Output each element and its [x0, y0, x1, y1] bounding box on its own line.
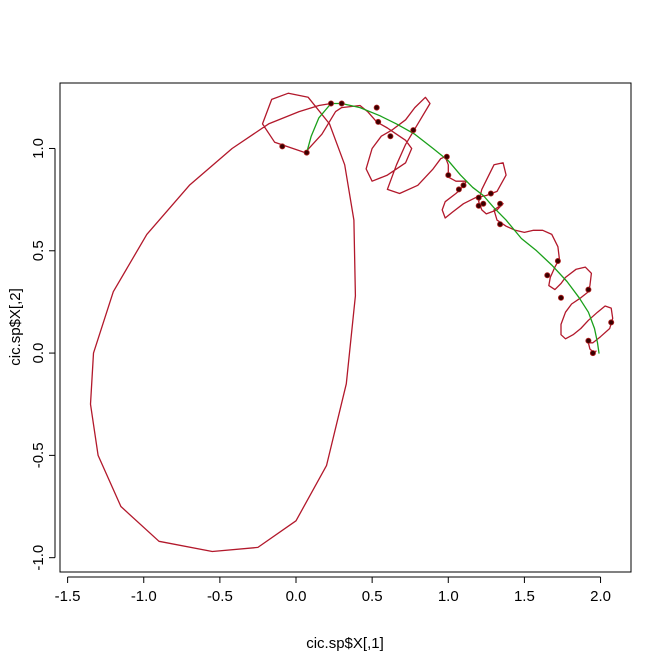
data-point-24	[589, 350, 596, 357]
data-point-2	[303, 149, 310, 156]
data-point-7	[387, 133, 394, 140]
data-point-11	[455, 186, 462, 193]
x-tick-label-7: 1.5	[514, 588, 535, 605]
data-point-18	[497, 221, 504, 228]
data-point-16	[487, 190, 494, 197]
data-point-21	[558, 294, 565, 301]
data-point-9	[443, 153, 450, 160]
series-line-2	[306, 102, 600, 354]
x-axis-title: cic.sp$X[,1]	[306, 635, 384, 652]
x-tick-label-3: -0.5	[207, 588, 233, 605]
data-point-10	[445, 172, 452, 179]
x-tick-label-6: 1.0	[438, 588, 459, 605]
y-tick-label-1: -1.0	[30, 545, 47, 571]
data-point-15	[480, 200, 487, 207]
data-point-25	[608, 319, 615, 326]
markers-layer	[279, 100, 615, 357]
data-point-23	[585, 337, 592, 344]
x-tick-label-4: 0.0	[286, 588, 307, 605]
x-tick-label-8: 2.0	[590, 588, 611, 605]
x-tick-label-1: -1.5	[55, 588, 81, 605]
data-point-3	[327, 100, 334, 107]
x-axis: -1.5 -1.0 -0.5 0.0 0.5 1.0 1.5 2.0	[55, 576, 611, 605]
curves-layer	[89, 92, 614, 553]
plot-frame	[59, 82, 632, 573]
data-point-8	[410, 127, 417, 134]
y-tick-label-3: 0.0	[30, 343, 47, 364]
data-point-20	[554, 257, 561, 264]
y-tick-label-5: 1.0	[30, 138, 47, 159]
data-point-5	[373, 104, 380, 111]
x-tick-label-2: -1.0	[131, 588, 157, 605]
data-point-4	[338, 100, 345, 107]
data-point-19	[544, 272, 551, 279]
series-line-1	[89, 92, 614, 553]
data-point-17	[497, 200, 504, 207]
data-point-13	[475, 194, 482, 201]
x-tick-label-5: 0.5	[362, 588, 383, 605]
y-axis-title: cic.sp$X[,2]	[7, 288, 24, 366]
y-axis: -1.0 -0.5 0.0 0.5 1.0	[30, 138, 56, 571]
data-point-1	[279, 143, 286, 150]
y-tick-label-2: -0.5	[30, 442, 47, 468]
data-point-22	[585, 286, 592, 293]
data-point-12	[460, 182, 467, 189]
data-point-6	[375, 118, 382, 125]
y-tick-label-4: 0.5	[30, 240, 47, 261]
